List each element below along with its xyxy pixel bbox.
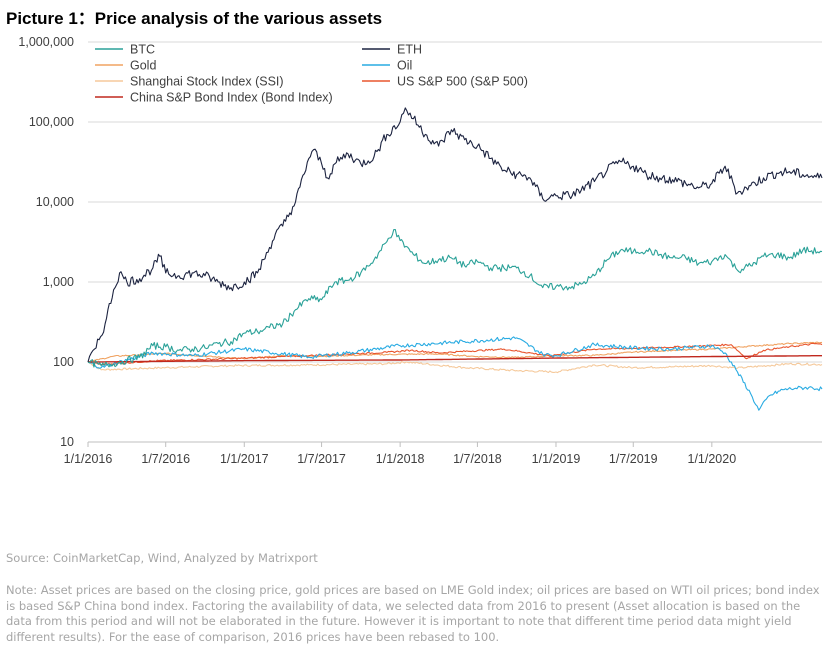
chart: 10 100 1,000 10,000 100,000 1,000,000 1/1/201… (18, 35, 823, 466)
y-tick-label: 100,000 (29, 115, 74, 129)
x-tick-label: 1/1/2018 (376, 452, 425, 466)
y-tick-label: 1,000,000 (18, 35, 74, 49)
y-tick-label: 100 (53, 355, 74, 369)
x-tick-label: 1/7/2016 (141, 452, 190, 466)
series-line-shanghai-stock-index-ssi (87, 360, 823, 374)
y-tick-label: 1,000 (43, 275, 74, 289)
legend-label: US S&P 500 (S&P 500) (397, 75, 528, 89)
series-line-us-s-p-500-s-p-500 (87, 342, 823, 366)
legend-label: Shanghai Stock Index (SSI) (130, 75, 284, 89)
x-tick-label: 1/1/2017 (220, 452, 269, 466)
y-tick-label: 10 (60, 435, 74, 449)
y-tick-label: 10,000 (36, 195, 74, 209)
source-note: Source: CoinMarketCap, Wind, Analyzed by… (6, 551, 318, 565)
legend-label: ETH (397, 43, 422, 57)
chart-title: Picture 1：Price analysis of the various … (6, 9, 383, 28)
series-line-eth (87, 107, 823, 363)
x-tick-label: 1/7/2017 (297, 452, 346, 466)
x-tick-label: 1/7/2018 (453, 452, 502, 466)
series-line-china-s-p-bond-index-bond-index (88, 355, 822, 363)
series-line-gold (87, 341, 823, 363)
legend-label: Oil (397, 59, 412, 73)
x-axis: 1/1/2016 1/7/2016 1/1/2017 1/7/2017 1/1/2018… (64, 441, 822, 466)
y-axis: 10 100 1,000 10,000 100,000 1,000,000 (18, 35, 822, 449)
legend: BTC ETH Gold Oil Shanghai Stock Index (SSI) U… (95, 43, 528, 105)
legend-label: BTC (130, 43, 155, 57)
legend-label: Gold (130, 59, 156, 73)
x-tick-label: 1/1/2016 (64, 452, 113, 466)
series-line-oil (88, 336, 823, 411)
series-line-btc (87, 228, 823, 368)
x-tick-label: 1/7/2019 (609, 452, 658, 466)
x-tick-label: 1/1/2019 (532, 452, 581, 466)
legend-label: China S&P Bond Index (Bond Index) (130, 91, 333, 105)
x-tick-label: 1/1/2020 (688, 452, 737, 466)
series-lines (87, 107, 823, 411)
footnote: Note: Asset prices are based on the clos… (6, 583, 820, 644)
